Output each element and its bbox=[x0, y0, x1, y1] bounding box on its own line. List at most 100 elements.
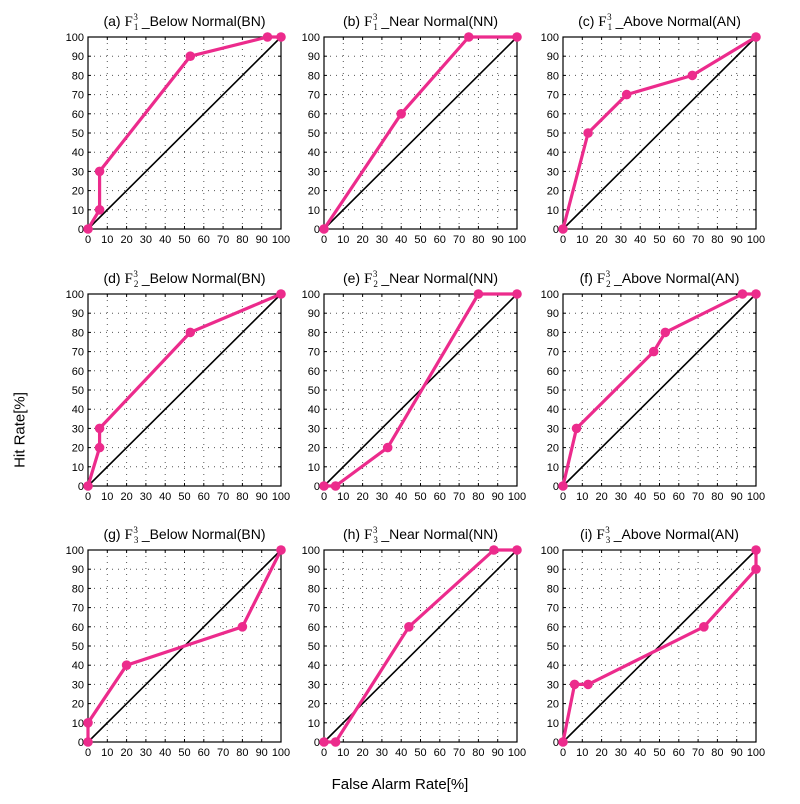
y-tick-label: 40 bbox=[72, 660, 84, 672]
x-tick-label: 90 bbox=[731, 747, 743, 759]
x-tick-label: 40 bbox=[395, 747, 407, 759]
y-tick-label: 20 bbox=[308, 186, 320, 198]
roc-point bbox=[319, 737, 329, 747]
x-tick-label: 100 bbox=[747, 234, 765, 246]
panel-title: (b) F13 _Near Normal(NN) bbox=[343, 12, 498, 32]
x-tick-label: 10 bbox=[576, 747, 588, 759]
panel-title: (e) F23 _Near Normal(NN) bbox=[343, 269, 498, 289]
x-tick-label: 100 bbox=[508, 491, 526, 503]
x-tick-label: 80 bbox=[236, 491, 248, 503]
roc-point bbox=[319, 481, 329, 491]
x-tick-label: 70 bbox=[453, 747, 465, 759]
roc-point bbox=[751, 564, 761, 574]
x-tick-label: 100 bbox=[508, 234, 526, 246]
panel-c: 0 10 20 30 40 50 60 70 80 90 100 0 10 20 30 40 50 60 70 80 9… bbox=[541, 12, 766, 246]
roc-point bbox=[185, 51, 196, 61]
x-tick-label: 10 bbox=[576, 234, 588, 246]
x-tick-label: 40 bbox=[634, 747, 646, 759]
y-tick-label: 70 bbox=[72, 603, 84, 615]
roc-point bbox=[121, 660, 132, 670]
panel-d: 0 10 20 30 40 50 60 70 80 90 100 0 10 20 30 40 50 60 70 80 9… bbox=[66, 269, 291, 503]
x-tick-label: 10 bbox=[337, 491, 349, 503]
y-tick-label: 40 bbox=[308, 404, 320, 416]
roc-point bbox=[319, 224, 329, 234]
roc-point bbox=[83, 737, 93, 747]
y-tick-label: 60 bbox=[72, 109, 84, 121]
roc-point bbox=[473, 289, 484, 299]
x-tick-label: 20 bbox=[595, 491, 607, 503]
y-tick-label: 0 bbox=[553, 481, 559, 493]
y-tick-label: 20 bbox=[547, 699, 559, 711]
y-tick-label: 70 bbox=[547, 90, 559, 102]
x-tick-label: 20 bbox=[120, 747, 132, 759]
x-tick-label: 30 bbox=[376, 491, 388, 503]
roc-point bbox=[94, 423, 105, 434]
y-tick-label: 50 bbox=[72, 385, 84, 397]
x-tick-label: 90 bbox=[492, 491, 504, 503]
y-tick-label: 30 bbox=[72, 423, 84, 435]
x-tick-label: 50 bbox=[178, 491, 190, 503]
y-tick-label: 10 bbox=[547, 462, 559, 474]
y-tick-label: 20 bbox=[72, 699, 84, 711]
panel-f: 0 10 20 30 40 50 60 70 80 90 100 0 10 20 30 40 50 60 70 80 9… bbox=[541, 269, 766, 503]
y-tick-label: 20 bbox=[72, 186, 84, 198]
y-tick-label: 60 bbox=[308, 366, 320, 378]
y-tick-label: 30 bbox=[308, 679, 320, 691]
panel-title: (g) F33 _Below Normal(BN) bbox=[103, 525, 265, 545]
panel-i: 0 10 20 30 40 50 60 70 80 90 100 0 10 20 30 40 50 60 70 80 9… bbox=[541, 525, 766, 759]
panel-title: (a) F13 _Below Normal(BN) bbox=[103, 12, 265, 32]
x-tick-label: 60 bbox=[673, 491, 685, 503]
panel-a: 0 10 20 30 40 50 60 70 80 90 100 0 10 20 30 40 50 60 70 80 9… bbox=[66, 12, 291, 246]
y-tick-label: 80 bbox=[547, 70, 559, 82]
x-tick-label: 70 bbox=[692, 747, 704, 759]
x-tick-label: 0 bbox=[560, 234, 566, 246]
x-tick-label: 100 bbox=[508, 747, 526, 759]
y-tick-label: 30 bbox=[308, 166, 320, 178]
x-tick-label: 10 bbox=[337, 234, 349, 246]
x-tick-label: 80 bbox=[472, 234, 484, 246]
x-tick-label: 100 bbox=[747, 747, 765, 759]
y-tick-label: 80 bbox=[308, 70, 320, 82]
y-tick-label: 50 bbox=[308, 128, 320, 140]
roc-point bbox=[687, 70, 698, 81]
y-tick-label: 10 bbox=[72, 462, 84, 474]
roc-point bbox=[330, 481, 341, 491]
y-tick-label: 50 bbox=[547, 128, 559, 140]
roc-series-line bbox=[322, 35, 517, 230]
x-tick-label: 100 bbox=[272, 747, 290, 759]
y-tick-label: 70 bbox=[72, 347, 84, 359]
y-tick-label: 50 bbox=[72, 641, 84, 653]
y-tick-label: 60 bbox=[547, 109, 559, 121]
roc-point bbox=[512, 289, 522, 299]
y-tick-label: 50 bbox=[308, 641, 320, 653]
roc-point bbox=[751, 545, 761, 555]
y-tick-label: 30 bbox=[547, 166, 559, 178]
roc-point bbox=[489, 545, 499, 555]
y-tick-label: 80 bbox=[547, 583, 559, 595]
y-tick-label: 20 bbox=[72, 443, 84, 455]
panel-e: 0 10 20 30 40 50 60 70 80 90 100 0 10 20 30 40 50 60 70 80 9… bbox=[302, 269, 527, 503]
x-tick-label: 40 bbox=[159, 491, 171, 503]
panel-h: 0 10 20 30 40 50 60 70 80 90 100 0 10 20 30 40 50 60 70 80 9… bbox=[302, 525, 527, 759]
y-tick-label: 90 bbox=[308, 308, 320, 320]
roc-point bbox=[94, 442, 105, 453]
x-tick-label: 30 bbox=[376, 747, 388, 759]
x-tick-label: 100 bbox=[272, 234, 290, 246]
y-tick-label: 30 bbox=[72, 166, 84, 178]
y-tick-label: 100 bbox=[302, 545, 320, 557]
y-tick-label: 90 bbox=[72, 564, 84, 576]
x-tick-label: 60 bbox=[198, 491, 210, 503]
diagonal-reference-line bbox=[562, 549, 757, 743]
roc-point bbox=[83, 481, 93, 491]
roc-point bbox=[276, 545, 286, 555]
y-tick-label: 40 bbox=[72, 404, 84, 416]
y-tick-label: 100 bbox=[66, 545, 84, 557]
x-tick-label: 100 bbox=[272, 491, 290, 503]
panel-title: (d) F23 _Below Normal(BN) bbox=[103, 269, 265, 289]
y-tick-label: 10 bbox=[72, 718, 84, 730]
roc-point bbox=[558, 224, 568, 234]
x-tick-label: 30 bbox=[140, 491, 152, 503]
y-tick-label: 100 bbox=[302, 32, 320, 44]
x-tick-label: 50 bbox=[653, 491, 665, 503]
x-tick-label: 20 bbox=[356, 234, 368, 246]
